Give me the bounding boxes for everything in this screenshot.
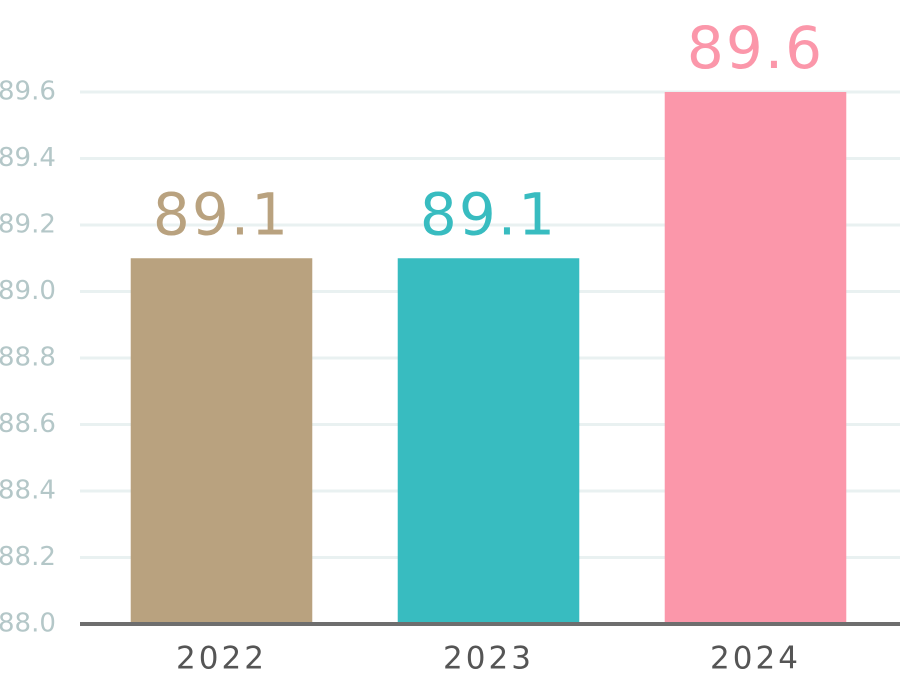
x-tick-label: 2023 <box>443 641 534 674</box>
y-tick-label: 88.0 <box>0 609 56 639</box>
y-tick-label: 88.8 <box>0 343 56 373</box>
bar <box>397 258 580 624</box>
value-label: 89.1 <box>153 180 290 248</box>
value-label: 89.6 <box>687 14 824 82</box>
x-tick-label: 2022 <box>176 641 267 674</box>
bar <box>664 92 847 624</box>
y-tick-label: 88.2 <box>0 542 56 572</box>
y-tick-label: 89.0 <box>0 276 56 306</box>
y-tick-label: 89.2 <box>0 210 56 240</box>
y-tick-label: 89.4 <box>0 143 56 173</box>
x-tick-label: 2024 <box>710 641 801 674</box>
y-tick-label: 89.6 <box>0 77 56 107</box>
y-tick-label: 88.6 <box>0 409 56 439</box>
y-tick-label: 88.4 <box>0 476 56 506</box>
bar <box>130 258 313 624</box>
value-label: 89.1 <box>420 180 557 248</box>
